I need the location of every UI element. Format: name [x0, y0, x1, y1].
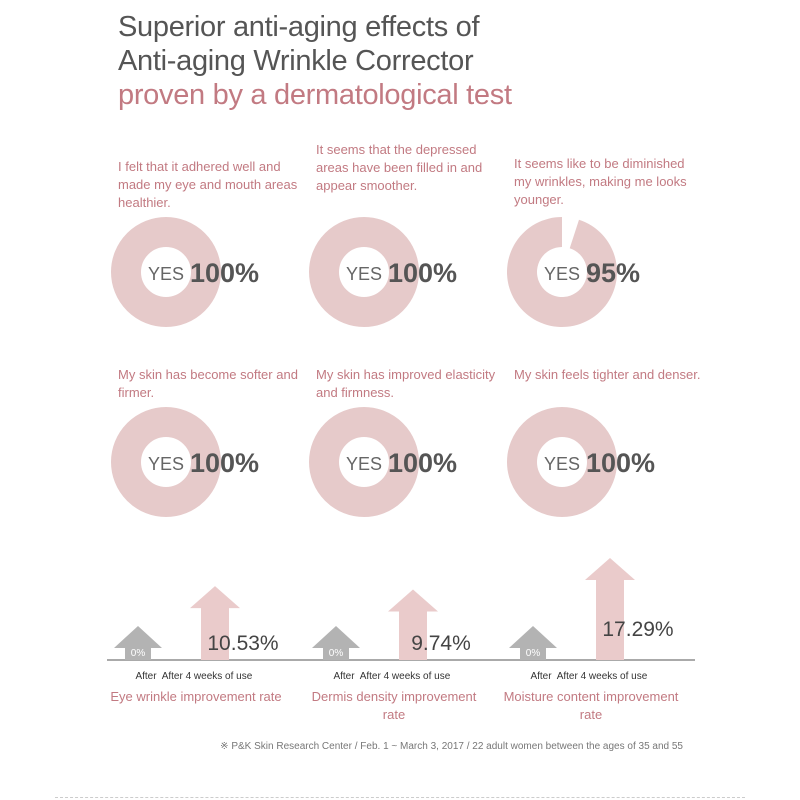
metric-title: Moisture content improvement rate: [503, 689, 679, 722]
value-label: 100%: [190, 258, 259, 288]
category-label: After 4 weeks of use: [557, 671, 648, 682]
title-line-1: Superior anti-aging effects of: [118, 11, 480, 43]
value-label: 95%: [586, 258, 640, 288]
after-4-weeks-arrow: [585, 558, 635, 660]
category-label: After 4 weeks of use: [162, 671, 253, 682]
survey-quote: My skin has become softer and firmer.: [118, 367, 298, 400]
survey-quote: My skin feels tighter and denser.: [514, 367, 701, 382]
yes-label: YES: [544, 264, 580, 284]
survey-quote: It seems like to be diminished my wrinkl…: [514, 156, 687, 207]
donut-ring: [506, 217, 617, 327]
value-label: 100%: [388, 258, 457, 288]
after-value: 0%: [131, 648, 146, 659]
yes-label: YES: [148, 454, 184, 474]
footnote: ※ P&K Skin Research Center / Feb. 1 ~ Ma…: [220, 741, 683, 752]
after-4-weeks-value: 17.29%: [602, 618, 673, 641]
after-4-weeks-arrow: [388, 589, 438, 660]
donut-ring: [309, 217, 419, 327]
donut-ring: [111, 217, 221, 327]
title-line-2: Anti-aging Wrinkle Corrector: [118, 45, 474, 77]
yes-label: YES: [346, 264, 382, 284]
yes-label: YES: [346, 454, 382, 474]
after-arrow: [312, 626, 360, 660]
donut-ring: [309, 407, 419, 517]
survey-quote: I felt that it adhered well and made my …: [118, 159, 298, 210]
after-4-weeks-value: 9.74%: [411, 632, 471, 655]
value-label: 100%: [190, 448, 259, 478]
survey-quote: My skin has improved elasticity and firm…: [316, 367, 496, 400]
yes-label: YES: [544, 454, 580, 474]
value-label: 100%: [586, 448, 655, 478]
category-label: After 4 weeks of use: [360, 671, 451, 682]
dotted-divider: [55, 797, 745, 798]
after-arrow: [509, 626, 557, 660]
metric-title: Eye wrinkle improvement rate: [110, 689, 282, 704]
after-value: 0%: [526, 648, 541, 659]
survey-quote: It seems that the depressed areas have b…: [316, 142, 483, 193]
value-label: 100%: [388, 448, 457, 478]
category-label: After: [530, 671, 552, 682]
yes-label: YES: [148, 264, 184, 284]
after-4-weeks-value: 10.53%: [207, 632, 278, 655]
donut-ring: [507, 407, 617, 517]
category-label: After: [135, 671, 157, 682]
after-4-weeks-arrow: [190, 586, 240, 660]
category-label: After: [333, 671, 355, 682]
after-value: 0%: [329, 648, 344, 659]
after-arrow: [114, 626, 162, 660]
donut-ring: [111, 407, 221, 517]
metric-title: Dermis density improvement rate: [311, 689, 477, 722]
title-line-3: proven by a dermatological test: [118, 79, 512, 111]
